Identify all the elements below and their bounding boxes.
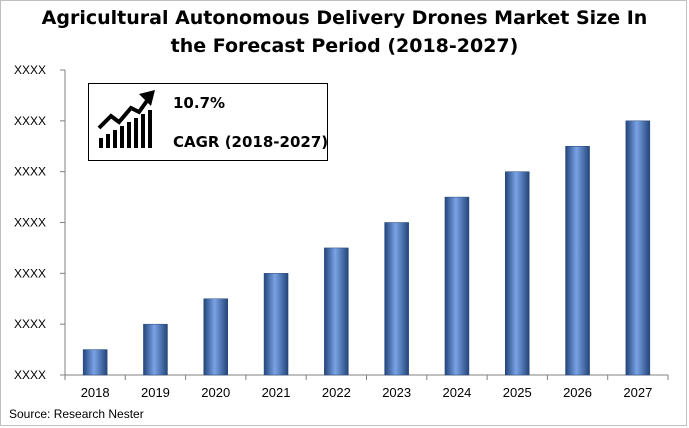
x-tick-label: 2019 [141, 385, 170, 400]
x-tick-label: 2023 [382, 385, 411, 400]
x-tick-label: 2025 [503, 385, 532, 400]
x-tick-label: 2024 [442, 385, 471, 400]
cagr-value: 10.7% [173, 94, 226, 112]
bar-2027 [625, 120, 651, 376]
y-tick-label: XXXX [14, 317, 46, 331]
bar-2018 [82, 349, 108, 376]
x-tick-label: 2026 [563, 385, 592, 400]
bar-2024 [444, 196, 470, 376]
cagr-callout: 10.7% CAGR (2018-2027) [88, 83, 328, 161]
x-axis-ticks: 2018 2019 2020 2021 2022 2023 2024 2025 2026 2027 [64, 375, 669, 400]
y-tick-label: XXXX [14, 114, 46, 128]
y-tick-label: XXXX [14, 165, 46, 179]
cagr-label: CAGR (2018-2027) [173, 133, 329, 151]
growth-chart-icon [97, 90, 155, 148]
y-tick-label: XXXX [14, 368, 46, 382]
x-tick-label: 2020 [201, 385, 230, 400]
bar-2025 [505, 171, 530, 376]
chart-title-line-2: the Forecast Period (2018-2027) [170, 35, 519, 57]
chart-bars [82, 120, 651, 376]
bar-2020 [203, 298, 228, 376]
chart-title: Agricultural Autonomous Delivery Drones … [0, 4, 689, 60]
y-tick-label: XXXX [14, 266, 46, 280]
x-tick-label: 2021 [262, 385, 291, 400]
bar-2021 [263, 273, 289, 376]
bar-2023 [384, 222, 409, 376]
x-tick-label: 2027 [623, 385, 652, 400]
y-axis-ticks: XXXX XXXX XXXX XXXX XXXX XXXX XXXX [14, 63, 65, 382]
bar-2022 [324, 247, 349, 376]
bar-2026 [565, 146, 590, 376]
x-tick-label: 2018 [81, 385, 110, 400]
source-note: Source: Research Nester [9, 407, 144, 421]
bar-2019 [143, 323, 168, 376]
y-tick-label: XXXX [14, 63, 46, 77]
y-tick-label: XXXX [14, 216, 46, 230]
x-tick-label: 2022 [322, 385, 351, 400]
chart-title-line-1: Agricultural Autonomous Delivery Drones … [41, 7, 648, 29]
